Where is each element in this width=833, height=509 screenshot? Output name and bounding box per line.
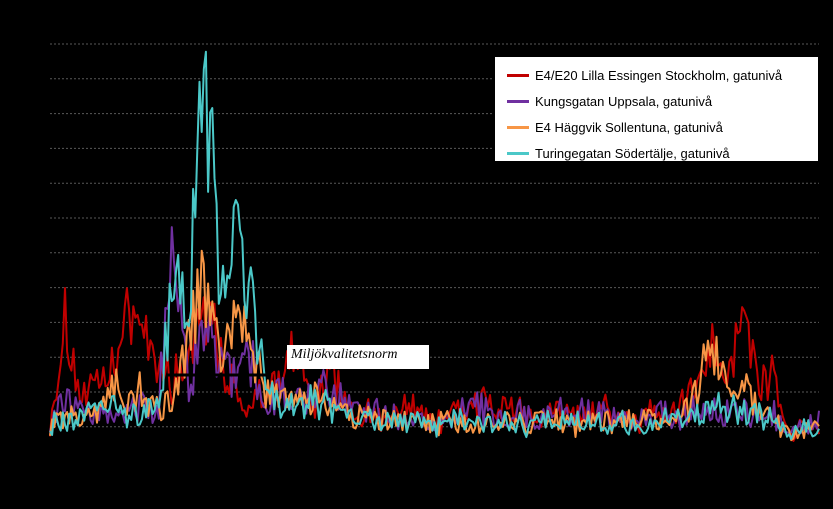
legend-label: E4 Häggvik Sollentuna, gatunivå: [535, 119, 723, 135]
chart-legend: E4/E20 Lilla Essingen Stockholm, gatuniv…: [494, 56, 819, 162]
legend-item: Kungsgatan Uppsala, gatunivå: [507, 88, 818, 114]
legend-label: E4/E20 Lilla Essingen Stockholm, gatuniv…: [535, 67, 783, 83]
norm-label: Miljökvalitetsnorm: [287, 345, 429, 369]
series-line: [49, 50, 820, 440]
legend-label: Turingegatan Södertälje, gatunivå: [535, 145, 730, 161]
legend-swatch: [507, 73, 529, 77]
legend-item: E4 Häggvik Sollentuna, gatunivå: [507, 114, 818, 140]
series-group: [49, 50, 820, 442]
legend-item: E4/E20 Lilla Essingen Stockholm, gatuniv…: [507, 62, 818, 88]
legend-swatch: [507, 151, 529, 155]
legend-item: Turingegatan Södertälje, gatunivå: [507, 140, 818, 166]
legend-label: Kungsgatan Uppsala, gatunivå: [535, 93, 713, 109]
legend-swatch: [507, 125, 529, 129]
series-line: [49, 226, 820, 435]
gridlines: [50, 43, 819, 428]
legend-swatch: [507, 99, 529, 103]
